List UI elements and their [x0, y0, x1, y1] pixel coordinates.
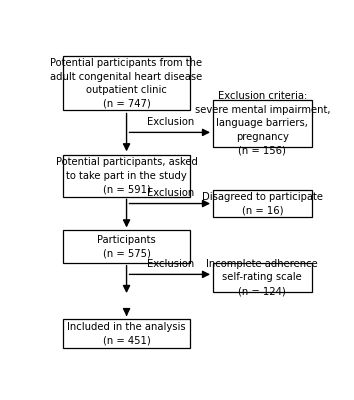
FancyBboxPatch shape	[213, 190, 312, 218]
Text: Incomplete adherence
self-rating scale
(n = 124): Incomplete adherence self-rating scale (…	[206, 259, 318, 296]
Text: Exclusion criteria:
severe mental impairment,
language barriers,
pregnancy
(n = : Exclusion criteria: severe mental impair…	[195, 91, 330, 156]
FancyBboxPatch shape	[63, 56, 190, 110]
Text: Exclusion: Exclusion	[147, 117, 194, 127]
Text: Potential participants, asked
to take part in the study
(n = 591): Potential participants, asked to take pa…	[56, 157, 198, 194]
FancyBboxPatch shape	[63, 155, 190, 197]
Text: Included in the analysis
(n = 451): Included in the analysis (n = 451)	[67, 322, 186, 346]
Text: Participants
(n = 575): Participants (n = 575)	[97, 235, 156, 258]
FancyBboxPatch shape	[213, 100, 312, 147]
FancyBboxPatch shape	[213, 263, 312, 292]
FancyBboxPatch shape	[63, 230, 190, 263]
FancyBboxPatch shape	[63, 319, 190, 348]
Text: Exclusion: Exclusion	[147, 259, 194, 269]
Text: Potential participants from the
adult congenital heart disease
outpatient clinic: Potential participants from the adult co…	[50, 58, 203, 109]
Text: Disagreed to participate
(n = 16): Disagreed to participate (n = 16)	[202, 192, 323, 215]
Text: Exclusion: Exclusion	[147, 188, 194, 198]
